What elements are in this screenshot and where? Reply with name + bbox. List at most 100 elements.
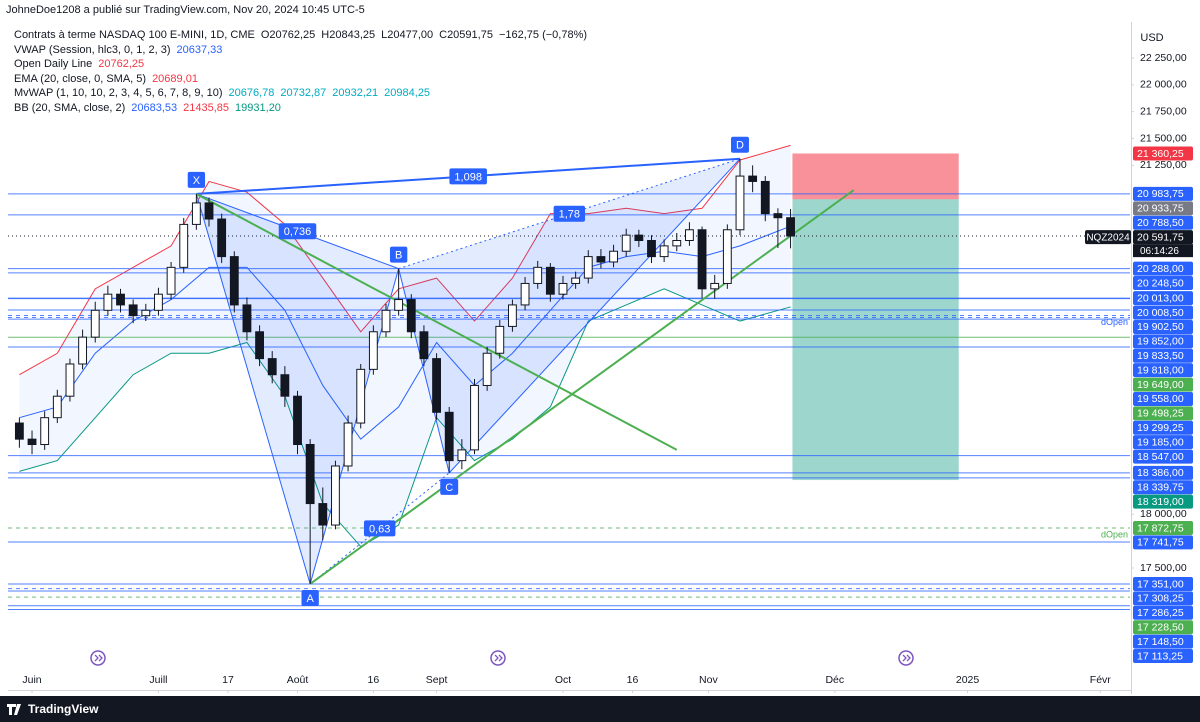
price-label-box (1133, 319, 1193, 334)
candle-body (697, 229, 707, 290)
x-tick-label: Août (287, 674, 309, 686)
position-stop (792, 153, 959, 200)
candle-body (470, 384, 479, 451)
price-label-box (1133, 576, 1193, 591)
y-tick-label: 21 500,00 (1140, 132, 1187, 144)
price-label: 20 248,50 (1137, 277, 1184, 289)
legend-value: 20762,25 (98, 58, 145, 70)
legend-name: VWAP (Session, hlc3, 0, 1, 2, 3) (14, 43, 171, 56)
x-tick-label: Oct (555, 674, 571, 686)
pattern-point-label: D (731, 136, 749, 153)
candle-body (545, 266, 555, 295)
price-label-box (1133, 146, 1193, 161)
candle-body (52, 395, 62, 419)
candle-body (229, 256, 239, 306)
pattern-point-label-text: A (306, 593, 314, 605)
legend-name: BB (20, SMA, close, 2) (14, 101, 126, 114)
candle-body (204, 202, 214, 220)
ratio-label-box (449, 168, 487, 185)
legend-value: 21435,85 (183, 101, 230, 114)
price-label: 17 308,25 (1137, 593, 1184, 605)
legend-value: C20591,75 (439, 29, 493, 41)
logo (7, 704, 21, 715)
icon (494, 654, 503, 662)
x-tick-label: Juin (22, 674, 41, 686)
legend-name: Open Daily Line (14, 58, 93, 70)
price-label: 18 339,75 (1137, 482, 1184, 494)
x-tick-label: 2025 (956, 674, 980, 686)
candle-body (343, 422, 353, 467)
legend-row: BB (20, SMA, close, 2) 20683,53 21435,85 19… (14, 101, 593, 116)
price-label: 19 818,00 (1137, 364, 1184, 376)
candle-body (773, 213, 783, 219)
y-tick-label: 21 750,00 (1140, 105, 1187, 117)
candle-body (684, 229, 694, 242)
candle-body (65, 363, 75, 397)
price-label: 17 286,25 (1137, 607, 1184, 619)
price-label: 19 833,50 (1137, 350, 1184, 362)
ratio-label: 1,098 (449, 168, 487, 185)
candle-body (609, 250, 618, 263)
y-tick-label: 17 500,00 (1140, 562, 1187, 574)
ratio-label-box (553, 205, 586, 222)
legend-row: EMA (20, close, 0, SMA, 5) 20689,01 (14, 72, 593, 87)
candle-body (267, 358, 277, 376)
price-label-box (1133, 605, 1193, 620)
candle-body (735, 175, 745, 231)
price-label-box (1133, 261, 1193, 276)
ratio-label-text: 1,78 (559, 209, 580, 221)
price-label: 17 228,50 (1137, 621, 1184, 633)
price-label: 20 288,00 (1137, 263, 1184, 275)
price-label: 19 498,25 (1137, 408, 1184, 420)
price-label: 18 547,00 (1137, 451, 1184, 463)
pattern-point-label-box (731, 136, 749, 153)
price-label-box (1133, 201, 1193, 216)
x-tick-label: Sept (426, 674, 448, 686)
legend-row: VWAP (Session, hlc3, 0, 1, 2, 3) 20637,33 (14, 43, 593, 58)
price-label: 20 008,50 (1137, 307, 1184, 319)
brand: TradingView (28, 702, 99, 716)
price-label: 21 360,25 (1137, 148, 1184, 160)
legend-value: H20843,25 (321, 29, 376, 41)
candle-body (14, 422, 24, 440)
pattern-point-label-text: D (736, 140, 744, 152)
candle-body (280, 374, 290, 397)
legend-value: −162,75 (−0,78%) (498, 29, 588, 41)
candle-body (166, 266, 176, 295)
candle-body (508, 304, 517, 327)
price-label: 19 185,00 (1137, 436, 1184, 448)
ratio-label-box (278, 223, 317, 240)
price-label-box (1133, 276, 1193, 291)
x-tick-label: Nov (699, 674, 718, 686)
price-label: 20 983,75 (1137, 188, 1184, 200)
price-label: 17 351,00 (1137, 578, 1184, 590)
candle-body (760, 180, 770, 215)
candle-body (596, 256, 606, 263)
pattern-point-label: B (389, 246, 408, 263)
level-note: dOpen (1101, 529, 1128, 539)
candle-body (128, 304, 138, 317)
x-tick-label: 17 (222, 674, 234, 686)
footer-bar: TradingView (0, 696, 1200, 722)
price-label: 20 933,75 (1137, 203, 1184, 215)
trend-line (195, 193, 678, 451)
candle-body (242, 304, 252, 333)
price-label: 20 591,75 (1137, 231, 1184, 243)
price-label-box (1133, 391, 1193, 406)
price-label-box (1133, 465, 1193, 480)
ratio-label: 1,78 (553, 205, 586, 222)
legend-value: 20676,78 (228, 87, 275, 99)
legend: Contrats à terme NASDAQ 100 E-MINI, 1D, … (14, 28, 593, 115)
ratio-label: 0,63 (363, 520, 396, 537)
candle-body (381, 309, 391, 333)
x-tick-label: 16 (368, 674, 380, 686)
icon (94, 654, 103, 662)
x-tick-label: Juill (149, 674, 167, 686)
candle-body (78, 336, 88, 365)
price-label-box (1133, 535, 1193, 550)
price-label-box (1133, 377, 1193, 392)
replay-icons (90, 650, 914, 666)
price-label: 19 649,00 (1137, 379, 1184, 391)
price-label-box (1133, 291, 1193, 306)
